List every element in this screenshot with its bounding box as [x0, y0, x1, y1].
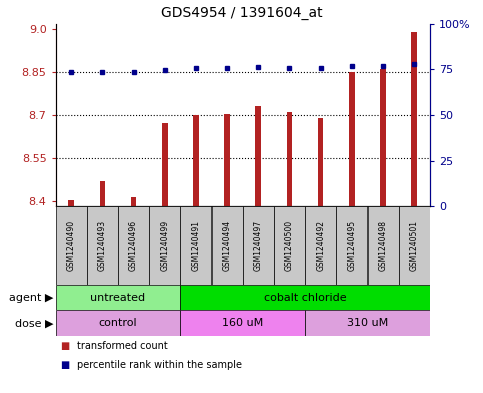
Text: GSM1240490: GSM1240490 — [67, 220, 76, 271]
Bar — [337, 206, 368, 285]
Text: ■: ■ — [60, 360, 70, 371]
Text: GDS4954 / 1391604_at: GDS4954 / 1391604_at — [161, 6, 322, 20]
Bar — [180, 310, 305, 336]
Bar — [56, 285, 180, 310]
Bar — [412, 32, 417, 206]
Text: untreated: untreated — [90, 293, 145, 303]
Bar — [287, 112, 292, 206]
Text: percentile rank within the sample: percentile rank within the sample — [77, 360, 242, 371]
Bar — [193, 115, 199, 206]
Text: GSM1240498: GSM1240498 — [379, 220, 387, 271]
Text: GSM1240493: GSM1240493 — [98, 220, 107, 271]
Bar — [399, 206, 430, 285]
Bar — [224, 114, 230, 206]
Text: dose ▶: dose ▶ — [14, 318, 53, 328]
Bar — [131, 197, 136, 206]
Bar — [56, 206, 86, 285]
Text: cobalt chloride: cobalt chloride — [264, 293, 346, 303]
Bar — [305, 206, 336, 285]
Bar — [256, 107, 261, 206]
Text: GSM1240494: GSM1240494 — [223, 220, 232, 271]
Text: control: control — [99, 318, 137, 328]
Text: 310 uM: 310 uM — [347, 318, 388, 328]
Bar — [305, 310, 430, 336]
Text: GSM1240495: GSM1240495 — [347, 220, 356, 271]
Bar — [149, 206, 180, 285]
Text: GSM1240497: GSM1240497 — [254, 220, 263, 271]
Bar — [274, 206, 305, 285]
Text: GSM1240496: GSM1240496 — [129, 220, 138, 271]
Bar — [56, 310, 180, 336]
Text: 160 uM: 160 uM — [222, 318, 263, 328]
Text: GSM1240500: GSM1240500 — [285, 220, 294, 271]
Bar — [243, 206, 274, 285]
Bar — [118, 206, 149, 285]
Text: ■: ■ — [60, 341, 70, 351]
Bar — [162, 123, 168, 206]
Bar — [99, 181, 105, 206]
Bar — [87, 206, 118, 285]
Bar — [181, 206, 212, 285]
Bar — [180, 285, 430, 310]
Text: GSM1240491: GSM1240491 — [191, 220, 200, 271]
Bar — [380, 69, 386, 206]
Bar — [212, 206, 242, 285]
Bar — [349, 72, 355, 206]
Text: GSM1240501: GSM1240501 — [410, 220, 419, 271]
Text: GSM1240492: GSM1240492 — [316, 220, 325, 271]
Text: transformed count: transformed count — [77, 341, 168, 351]
Bar — [318, 118, 324, 206]
Text: GSM1240499: GSM1240499 — [160, 220, 169, 271]
Bar — [368, 206, 398, 285]
Text: agent ▶: agent ▶ — [9, 293, 53, 303]
Bar — [68, 200, 74, 206]
